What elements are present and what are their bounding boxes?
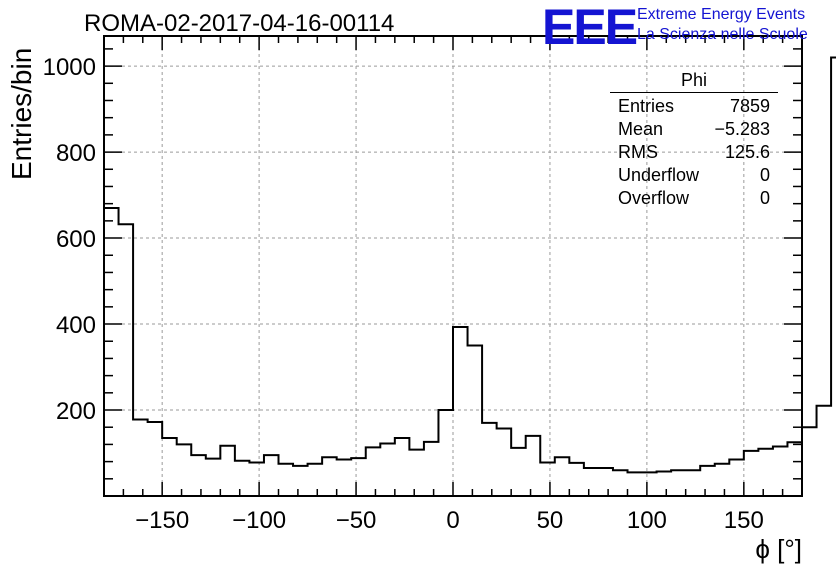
x-tick-label: 100 [627,507,667,534]
y-tick-label: 800 [56,140,96,167]
stat-row-rms: RMS 125.6 [618,142,770,162]
eee-logo: EEE [542,0,638,55]
x-tick-label: −50 [336,507,377,534]
logo-text-line-1: Extreme Energy Events [637,6,806,23]
x-tick-label: 0 [446,507,459,534]
x-tick-label: 150 [724,507,764,534]
grid-lines [104,36,802,496]
stat-row-mean: Mean −5.283 [618,119,770,139]
chart-title: ROMA-02-2017-04-16-00114 [84,10,395,37]
x-tick-label: −100 [232,507,286,534]
y-tick-label: 200 [56,398,96,425]
stat-row-entries: Entries 7859 [618,96,770,116]
stats-box: Phi Entries 7859 Mean −5.283 RMS 125.6 Unde… [610,70,778,210]
histogram-series [104,56,836,474]
x-tick-label: 50 [537,507,564,534]
axis-ticks [104,36,802,496]
logo-text-line-2: La Scienza nelle Scuole [637,26,808,43]
y-tick-label: 1000 [43,54,96,81]
y-axis-label: Entries/bin [6,47,37,180]
stat-row-overflow: Overflow 0 [618,188,770,208]
histogram-line [104,56,836,474]
x-axis-label: ϕ [°] [755,534,802,564]
tick-labels: −150 −100 −50 0 50 100 150 200 400 600 800 1000 [43,54,764,534]
stat-row-underflow: Underflow 0 [618,165,770,185]
y-tick-label: 600 [56,226,96,253]
stats-title: Phi [610,70,778,93]
x-tick-label: −150 [135,507,189,534]
y-tick-label: 400 [56,312,96,339]
